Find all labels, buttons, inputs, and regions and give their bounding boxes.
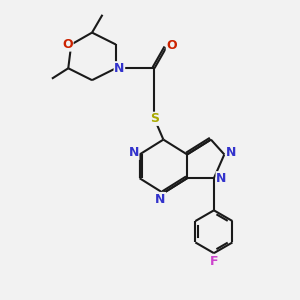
Text: N: N [155,193,166,206]
Text: O: O [167,40,177,52]
Text: S: S [150,112,159,125]
Text: N: N [128,146,139,160]
Text: O: O [62,38,73,51]
Text: N: N [226,146,236,159]
Text: N: N [114,62,124,75]
Text: N: N [216,172,226,185]
Text: F: F [210,255,218,268]
